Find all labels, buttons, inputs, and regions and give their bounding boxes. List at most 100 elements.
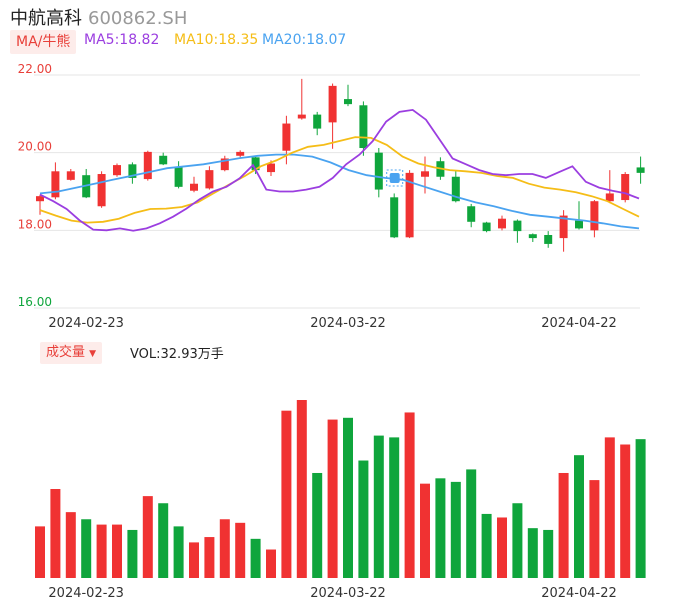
x-tick-label: 2024-03-22: [310, 316, 386, 331]
x-tick-label: 2024-04-22: [541, 316, 617, 331]
volume-bar: [189, 542, 199, 578]
stock-name: 中航高科: [10, 8, 82, 29]
volume-bar: [173, 526, 184, 578]
candle-body: [621, 174, 630, 201]
candle-body: [328, 85, 337, 123]
candle-body: [528, 234, 537, 239]
candle-body: [159, 155, 168, 165]
event-marker-dot: [389, 173, 400, 183]
y-tick-label: 20.00: [18, 140, 52, 154]
volume-bar: [50, 489, 61, 578]
candle-body: [143, 151, 152, 180]
candle-body: [282, 123, 291, 151]
volume-bar: [250, 538, 261, 578]
y-tick-label: 16.00: [18, 295, 52, 309]
volume-bar: [574, 455, 584, 578]
volume-bar: [466, 469, 477, 578]
candle-body: [374, 152, 383, 190]
volume-x-tick-label: 2024-03-22: [310, 586, 386, 601]
volume-bar: [450, 481, 461, 578]
volume-bar: [604, 437, 615, 578]
candle-body: [405, 172, 414, 238]
candle-body: [113, 165, 121, 176]
volume-bar: [389, 437, 400, 578]
volume-bar: [219, 519, 230, 578]
volume-bar: [635, 439, 646, 578]
candle-body: [205, 170, 214, 189]
volume-bar: [204, 537, 215, 578]
candle-body: [36, 196, 44, 202]
volume-bar: [620, 444, 631, 578]
volume-indicator-tag[interactable]: 成交量 ▼: [40, 342, 103, 364]
volume-tag-label: 成交量: [46, 345, 86, 360]
ma5-value: MA5:18.82: [84, 32, 160, 48]
candle-body: [174, 167, 183, 187]
volume-x-tick-label: 2024-04-22: [541, 586, 617, 601]
volume-bar: [127, 529, 138, 578]
ma-indicator-tag[interactable]: MA/牛熊: [10, 30, 77, 54]
volume-x-tick-label: 2024-02-23: [48, 586, 124, 601]
candle-body: [297, 114, 306, 119]
ma5-line: [39, 108, 640, 232]
candle-body: [359, 105, 368, 149]
x-tick-label: 2024-02-23: [48, 316, 124, 331]
candle-body: [498, 218, 506, 229]
dropdown-arrow-icon: ▼: [89, 349, 97, 359]
volume-bar: [235, 522, 246, 578]
candle-body: [544, 234, 553, 244]
volume-bar: [327, 419, 338, 578]
volume-bar: [589, 480, 600, 578]
volume-bar: [35, 526, 45, 578]
stock-code: 600862.SH: [88, 8, 188, 29]
volume-bar: [404, 412, 415, 578]
candle-body: [467, 206, 476, 222]
volume-bar: [142, 496, 153, 578]
candle-body: [575, 220, 583, 229]
volume-bar: [497, 517, 507, 578]
candle-body: [251, 157, 260, 171]
volume-bar: [65, 512, 76, 578]
y-tick-label: 18.00: [18, 217, 52, 231]
volume-bar: [281, 410, 292, 578]
candle-body: [451, 176, 460, 202]
volume-bar: [266, 549, 276, 578]
volume-bar: [312, 472, 323, 578]
volume-bar: [296, 400, 307, 578]
candle-body: [66, 171, 75, 180]
volume-bar: [373, 435, 384, 578]
event-marker-icon: [386, 169, 404, 187]
candle-body: [190, 183, 198, 191]
volume-bar: [96, 524, 107, 578]
candle-body: [51, 171, 60, 198]
ma20-line: [39, 153, 640, 230]
volume-bar: [420, 483, 430, 578]
volume-bar: [481, 513, 492, 578]
candle-body: [344, 99, 352, 105]
candle-body: [236, 151, 245, 156]
candle-body: [220, 158, 229, 171]
candle-body: [97, 174, 106, 207]
ma20-value: MA20:18.07: [262, 32, 347, 48]
volume-bar: [543, 529, 554, 578]
volume-bar: [358, 460, 369, 578]
volume-bar: [112, 524, 122, 578]
volume-bar: [558, 472, 569, 578]
ma10-line: [39, 136, 640, 224]
candle-body: [559, 215, 568, 239]
candle-body: [605, 193, 614, 202]
volume-bar: [512, 503, 523, 578]
candle-body: [636, 167, 645, 173]
volume-bar: [527, 528, 538, 578]
volume-bar: [435, 478, 446, 578]
candle-body: [421, 171, 429, 177]
stock-title: 中航高科 600862.SH: [10, 4, 187, 30]
candle-body: [513, 220, 522, 232]
volume-bar: [158, 503, 169, 578]
ma10-value: MA10:18.35: [174, 32, 259, 48]
candle-body: [590, 201, 599, 231]
candle-body: [128, 164, 137, 178]
volume-value: VOL:32.93万手: [130, 347, 224, 362]
volume-bar: [343, 417, 353, 578]
candle-body: [482, 222, 491, 232]
